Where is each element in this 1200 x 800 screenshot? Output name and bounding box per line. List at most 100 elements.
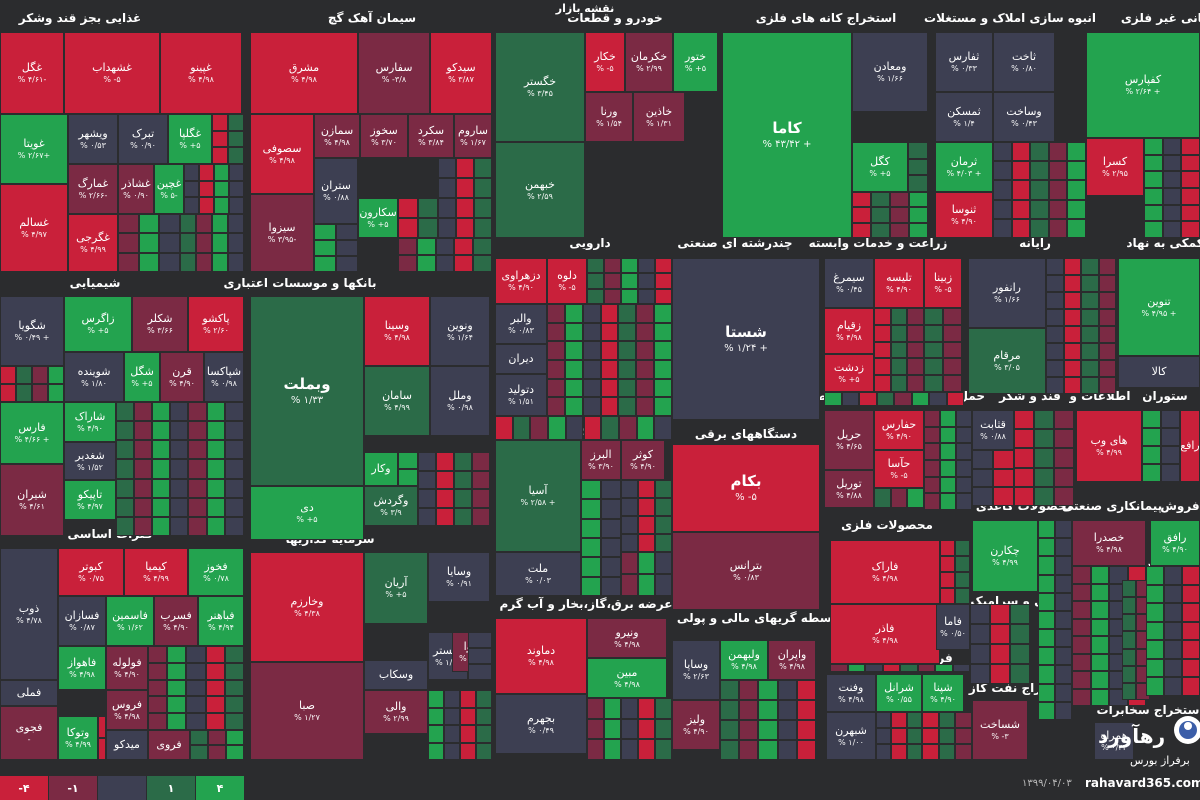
stock-cell[interactable] — [116, 402, 134, 422]
stock-cell[interactable] — [655, 552, 672, 574]
stock-cell[interactable] — [621, 258, 638, 274]
stock-cell[interactable] — [188, 402, 207, 422]
stock-tile[interactable]: پاکشو ۲/۶۰ % — [188, 296, 244, 352]
stock-tile[interactable]: وکار — [364, 452, 398, 486]
stock-cell[interactable] — [940, 493, 956, 510]
stock-cell[interactable] — [460, 742, 476, 760]
stock-cell[interactable] — [865, 664, 883, 672]
stock-cell[interactable] — [739, 700, 759, 720]
stock-cell[interactable] — [186, 713, 206, 730]
stock-cell[interactable] — [170, 459, 188, 479]
stock-cell[interactable] — [871, 207, 890, 223]
stock-cell[interactable] — [601, 518, 621, 538]
stock-cell[interactable] — [1090, 671, 1109, 689]
stock-cell[interactable] — [1072, 636, 1091, 654]
stock-cell[interactable] — [604, 739, 621, 760]
stock-tile[interactable]: وسینا ۴/۹۸ % — [364, 296, 430, 366]
stock-cell[interactable] — [188, 459, 207, 479]
stock-cell[interactable] — [148, 696, 168, 714]
stock-cell[interactable] — [1146, 603, 1164, 622]
stock-cell[interactable] — [906, 728, 922, 744]
stock-cell[interactable] — [911, 392, 929, 406]
stock-cell[interactable] — [454, 238, 474, 255]
stock-cell[interactable] — [206, 459, 226, 479]
stock-cell[interactable] — [621, 480, 638, 498]
stock-cell[interactable] — [564, 378, 583, 398]
stock-cell[interactable] — [601, 538, 621, 558]
stock-cell[interactable] — [618, 416, 637, 440]
stock-cell[interactable] — [196, 214, 212, 234]
stock-cell[interactable] — [955, 588, 970, 604]
stock-cell[interactable] — [952, 664, 970, 672]
stock-cell[interactable] — [512, 416, 531, 440]
stock-cell[interactable] — [336, 256, 358, 272]
stock-tile[interactable]: ونوین ۱/۶۴ % — [430, 296, 490, 366]
stock-tile[interactable]: ولبهمن ۴/۹۸ % — [720, 640, 768, 680]
stock-cell[interactable] — [1011, 199, 1031, 219]
stock-cell[interactable] — [152, 421, 170, 441]
stock-tile[interactable]: غشهداب ۵- % — [64, 32, 160, 114]
stock-cell[interactable] — [618, 360, 637, 379]
stock-tile[interactable]: وسایا ۰/۹۱ % — [428, 552, 490, 602]
stock-cell[interactable] — [638, 288, 655, 304]
stock-cell[interactable] — [1055, 629, 1072, 648]
stock-tile[interactable]: میدکو — [106, 730, 148, 760]
stock-cell[interactable] — [1063, 275, 1081, 292]
stock-cell[interactable] — [655, 534, 672, 552]
stock-cell[interactable] — [152, 478, 170, 498]
stock-cell[interactable] — [1164, 677, 1182, 696]
stock-cell[interactable] — [655, 498, 672, 516]
stock-cell[interactable] — [98, 738, 106, 760]
stock-cell[interactable] — [777, 720, 797, 740]
stock-cell[interactable] — [1063, 377, 1081, 394]
stock-cell[interactable] — [1098, 343, 1116, 360]
stock-cell[interactable] — [134, 440, 152, 460]
stock-cell[interactable] — [907, 375, 924, 392]
stock-cell[interactable] — [1090, 618, 1109, 636]
stock-cell[interactable] — [456, 218, 474, 238]
stock-cell[interactable] — [655, 739, 672, 760]
stock-cell[interactable] — [456, 178, 474, 198]
stock-cell[interactable] — [454, 507, 472, 526]
stock-cell[interactable] — [1072, 671, 1091, 689]
stock-tile[interactable]: تبرک ۰/۹۰ % — [118, 114, 168, 164]
stock-tile[interactable]: غگل -۴/۶۱ % — [0, 32, 64, 114]
stock-cell[interactable] — [1090, 688, 1109, 706]
stock-cell[interactable] — [1162, 221, 1182, 238]
stock-cell[interactable] — [907, 324, 924, 342]
stock-tile[interactable]: ثاخت ۰/۸۰ % — [993, 32, 1055, 92]
stock-cell[interactable] — [473, 255, 492, 272]
stock-cell[interactable] — [1098, 309, 1116, 326]
stock-cell[interactable] — [1067, 180, 1086, 200]
stock-cell[interactable] — [416, 238, 436, 255]
stock-cell[interactable] — [1181, 221, 1200, 238]
stock-tile[interactable]: مبین ۴/۹۸ % — [587, 658, 667, 698]
stock-cell[interactable] — [1162, 204, 1182, 222]
stock-cell[interactable] — [739, 740, 759, 760]
stock-cell[interactable] — [604, 273, 621, 289]
stock-cell[interactable] — [922, 728, 939, 744]
stock-tile[interactable]: شگل ۵+ % — [124, 352, 160, 402]
stock-tile[interactable]: شوینده ۱/۸۰ % — [64, 352, 124, 402]
stock-cell[interactable] — [955, 540, 970, 556]
stock-cell[interactable] — [212, 252, 228, 272]
stock-cell[interactable] — [1038, 538, 1055, 557]
stock-tile[interactable]: خاذین ۱/۳۱ % — [633, 92, 685, 142]
stock-cell[interactable] — [205, 713, 225, 730]
stock-cell[interactable] — [229, 164, 244, 181]
stock-tile[interactable]: قرن ۴/۹۰ % — [160, 352, 204, 402]
stock-tile[interactable]: وتوکا ۴/۹۹ % — [58, 716, 98, 760]
stock-tile[interactable]: وملل ۰/۹۸ % — [430, 366, 490, 436]
stock-cell[interactable] — [1038, 647, 1055, 666]
stock-cell[interactable] — [454, 489, 472, 508]
stock-cell[interactable] — [604, 698, 621, 719]
stock-tile[interactable]: ختور ۵+ % — [673, 32, 718, 92]
stock-cell[interactable] — [1181, 188, 1200, 205]
stock-cell[interactable] — [924, 358, 943, 376]
stock-cell[interactable] — [600, 322, 619, 342]
stock-cell[interactable] — [1046, 309, 1064, 326]
stock-cell[interactable] — [924, 493, 940, 510]
stock-cell[interactable] — [1010, 624, 1030, 644]
stock-cell[interactable] — [890, 341, 908, 359]
stock-cell[interactable] — [547, 397, 565, 416]
